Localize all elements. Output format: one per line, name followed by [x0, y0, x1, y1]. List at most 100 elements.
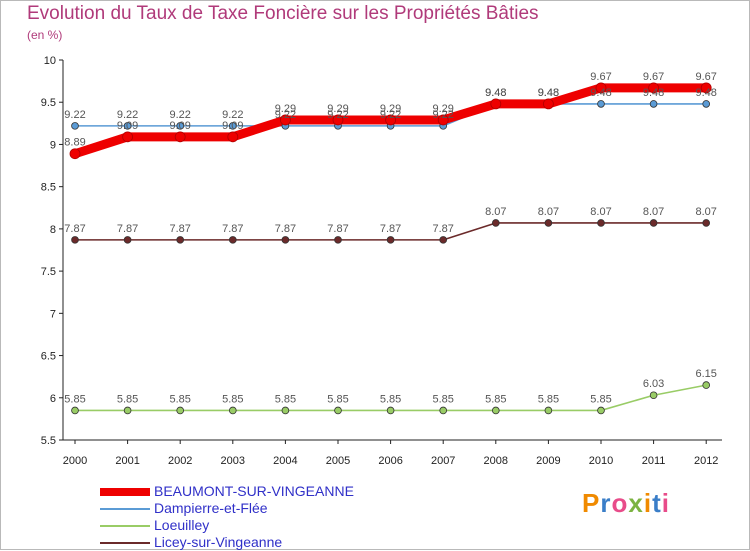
legend-label: BEAUMONT-SUR-VINGEANNE — [154, 483, 354, 499]
data-label: 5.85 — [275, 393, 296, 405]
x-tick-label: 2006 — [378, 455, 402, 467]
data-point — [439, 236, 448, 244]
x-tick-label: 2008 — [484, 455, 508, 467]
data-point — [702, 381, 710, 389]
data-label: 5.85 — [222, 393, 243, 405]
data-label: 8.89 — [64, 137, 85, 149]
y-tick-label: 8.5 — [41, 182, 56, 194]
data-label: 9.22 — [117, 109, 138, 121]
logo-letter: t — [652, 488, 662, 518]
logo-letter: r — [600, 488, 612, 518]
y-tick-label: 9 — [50, 139, 56, 151]
data-label: 9.67 — [590, 71, 611, 83]
data-point — [386, 236, 395, 244]
y-tick-label: 10 — [44, 55, 56, 67]
data-point — [71, 122, 79, 130]
data-label: 5.85 — [327, 393, 348, 405]
data-label: 9.29 — [275, 103, 296, 115]
data-point — [597, 219, 605, 227]
data-point — [281, 406, 290, 415]
data-point — [229, 236, 237, 244]
data-label: 9.22 — [275, 109, 296, 121]
data-label: 9.48 — [643, 87, 664, 99]
data-point — [595, 82, 607, 94]
data-label: 8.07 — [643, 206, 664, 218]
legend-label: Licey-sur-Vingeanne — [154, 534, 283, 550]
x-tick-label: 2001 — [115, 455, 139, 467]
data-point — [648, 82, 659, 94]
data-point — [69, 148, 81, 160]
data-label: 5.85 — [485, 393, 506, 405]
data-label: 5.85 — [117, 393, 138, 405]
y-tick-label: 6.5 — [41, 351, 56, 363]
legend-swatch — [100, 508, 150, 510]
x-tick-label: 2009 — [536, 455, 560, 467]
data-point — [700, 82, 712, 94]
data-label: 9.29 — [432, 103, 453, 115]
data-point — [227, 131, 239, 143]
y-tick-label: 7 — [50, 308, 56, 320]
data-label: 9.48 — [485, 87, 506, 99]
data-label: 7.87 — [222, 223, 243, 235]
data-label: 9.48 — [695, 87, 716, 99]
data-point — [229, 406, 237, 415]
data-label: 9.29 — [380, 103, 401, 115]
data-point — [334, 406, 342, 415]
x-tick-label: 2004 — [273, 455, 297, 467]
data-point — [281, 236, 290, 244]
y-tick-label: 9.5 — [41, 97, 56, 109]
logo-letter: P — [582, 488, 601, 518]
data-label: 9.09 — [117, 120, 138, 132]
legend-label: Loeuilley — [154, 517, 210, 533]
x-tick-label: 2000 — [63, 455, 87, 467]
x-tick-label: 2007 — [431, 455, 455, 467]
x-tick-label: 2010 — [589, 455, 613, 467]
data-label: 5.85 — [432, 393, 453, 405]
data-label: 9.48 — [590, 87, 611, 99]
data-point — [123, 122, 132, 130]
logo-letter: i — [643, 488, 653, 518]
data-label: 8.07 — [695, 206, 716, 218]
data-label: 7.87 — [380, 223, 401, 235]
data-label: 9.48 — [485, 87, 506, 99]
data-point — [122, 131, 133, 143]
data-point — [702, 100, 710, 108]
data-point — [71, 236, 79, 244]
data-point — [123, 406, 132, 415]
y-axis-unit: (en %) — [27, 28, 63, 42]
y-tick-label: 5.5 — [41, 435, 56, 447]
data-point — [649, 219, 658, 227]
data-point — [597, 100, 605, 108]
data-label: 6.15 — [695, 368, 716, 380]
data-label: 5.85 — [169, 393, 190, 405]
data-label: 9.22 — [380, 109, 401, 121]
logo-letter: o — [611, 488, 629, 518]
data-label: 5.85 — [590, 393, 611, 405]
data-label: 9.67 — [643, 71, 664, 83]
data-point — [176, 236, 185, 244]
data-point — [123, 236, 132, 244]
proxiti-logo: Proxiti — [582, 488, 670, 519]
data-label: 9.29 — [327, 103, 348, 115]
data-point — [439, 406, 448, 415]
data-label: 9.48 — [538, 87, 559, 99]
x-tick-label: 2003 — [221, 455, 245, 467]
data-point — [229, 122, 237, 130]
legend-label: Dampierre-et-Flée — [154, 500, 268, 516]
data-label: 9.09 — [169, 120, 190, 132]
logo-letter: x — [628, 488, 644, 518]
data-label: 7.87 — [432, 223, 453, 235]
data-point — [543, 98, 554, 110]
legend-swatch — [100, 488, 150, 496]
data-label: 9.09 — [222, 120, 243, 132]
data-label: 7.87 — [327, 223, 348, 235]
data-point — [544, 219, 553, 227]
data-label: 5.85 — [380, 393, 401, 405]
data-label: 5.85 — [64, 393, 85, 405]
y-tick-label: 8 — [50, 224, 56, 236]
data-point — [649, 391, 658, 400]
data-point — [437, 114, 449, 126]
data-label: 7.87 — [169, 223, 190, 235]
data-label: 9.22 — [64, 109, 85, 121]
data-label: 5.85 — [538, 393, 559, 405]
